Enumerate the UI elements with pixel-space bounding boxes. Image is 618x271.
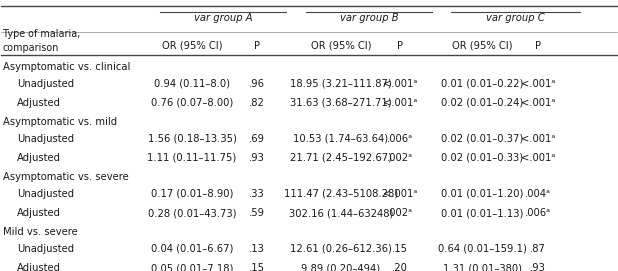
Text: <.001ᵃ: <.001ᵃ: [521, 153, 555, 163]
Text: .006ᵃ: .006ᵃ: [387, 134, 413, 144]
Text: 0.01 (0.01–0.22): 0.01 (0.01–0.22): [441, 79, 523, 89]
Text: 0.04 (0.01–6.67): 0.04 (0.01–6.67): [151, 244, 234, 254]
Text: <.001ᵃ: <.001ᵃ: [383, 98, 417, 108]
Text: 0.94 (0.11–8.0): 0.94 (0.11–8.0): [154, 79, 230, 89]
Text: 0.28 (0.01–43.73): 0.28 (0.01–43.73): [148, 208, 236, 218]
Text: OR (95% CI): OR (95% CI): [311, 41, 371, 51]
Text: .20: .20: [392, 263, 408, 271]
Text: .93: .93: [249, 153, 265, 163]
Text: 12.61 (0.26–612.36): 12.61 (0.26–612.36): [290, 244, 392, 254]
Text: 31.63 (3.68–271.71): 31.63 (3.68–271.71): [290, 98, 392, 108]
Text: <.001ᵃ: <.001ᵃ: [521, 79, 555, 89]
Text: 1.31 (0.01–380): 1.31 (0.01–380): [443, 263, 522, 271]
Text: Type of malaria,
comparison: Type of malaria, comparison: [2, 30, 80, 53]
Text: .93: .93: [530, 263, 546, 271]
Text: <.001ᵃ: <.001ᵃ: [383, 79, 417, 89]
Text: 0.64 (0.01–159.1): 0.64 (0.01–159.1): [438, 244, 527, 254]
Text: Asymptomatic vs. mild: Asymptomatic vs. mild: [2, 117, 117, 127]
Text: Adjusted: Adjusted: [17, 208, 61, 218]
Text: Adjusted: Adjusted: [17, 98, 61, 108]
Text: .33: .33: [249, 189, 265, 199]
Text: .87: .87: [530, 244, 546, 254]
Text: 1.11 (0.11–11.75): 1.11 (0.11–11.75): [148, 153, 237, 163]
Text: 111.47 (2.43–5108.28): 111.47 (2.43–5108.28): [284, 189, 398, 199]
Text: 18.95 (3.21–111.87): 18.95 (3.21–111.87): [290, 79, 392, 89]
Text: var group C: var group C: [486, 13, 544, 23]
Text: OR (95% CI): OR (95% CI): [162, 41, 222, 51]
Text: 0.02 (0.01–0.37): 0.02 (0.01–0.37): [441, 134, 523, 144]
Text: OR (95% CI): OR (95% CI): [452, 41, 513, 51]
Text: 21.71 (2.45–192.67): 21.71 (2.45–192.67): [290, 153, 392, 163]
Text: 1.56 (0.18–13.35): 1.56 (0.18–13.35): [148, 134, 237, 144]
Text: Unadjusted: Unadjusted: [17, 79, 74, 89]
Text: <.001ᵃ: <.001ᵃ: [521, 134, 555, 144]
Text: .15: .15: [392, 244, 408, 254]
Text: Unadjusted: Unadjusted: [17, 189, 74, 199]
Text: .15: .15: [248, 263, 265, 271]
Text: 0.76 (0.07–8.00): 0.76 (0.07–8.00): [151, 98, 233, 108]
Text: 0.05 (0.01–7.18): 0.05 (0.01–7.18): [151, 263, 234, 271]
Text: 0.02 (0.01–0.24): 0.02 (0.01–0.24): [441, 98, 523, 108]
Text: Unadjusted: Unadjusted: [17, 134, 74, 144]
Text: <.001ᵃ: <.001ᵃ: [383, 189, 417, 199]
Text: 0.02 (0.01–0.33): 0.02 (0.01–0.33): [441, 153, 523, 163]
Text: Adjusted: Adjusted: [17, 153, 61, 163]
Text: 9.89 (0.20–494): 9.89 (0.20–494): [302, 263, 381, 271]
Text: .59: .59: [248, 208, 265, 218]
Text: Asymptomatic vs. severe: Asymptomatic vs. severe: [2, 172, 129, 182]
Text: P: P: [535, 41, 541, 51]
Text: var group B: var group B: [340, 13, 398, 23]
Text: Adjusted: Adjusted: [17, 263, 61, 271]
Text: .002ᵃ: .002ᵃ: [387, 153, 413, 163]
Text: .004ᵃ: .004ᵃ: [525, 189, 551, 199]
Text: <.001ᵃ: <.001ᵃ: [521, 98, 555, 108]
Text: .96: .96: [248, 79, 265, 89]
Text: P: P: [254, 41, 260, 51]
Text: 0.01 (0.01–1.13): 0.01 (0.01–1.13): [441, 208, 523, 218]
Text: 0.17 (0.01–8.90): 0.17 (0.01–8.90): [151, 189, 234, 199]
Text: 10.53 (1.74–63.64): 10.53 (1.74–63.64): [294, 134, 389, 144]
Text: .006ᵃ: .006ᵃ: [525, 208, 551, 218]
Text: 0.01 (0.01–1.20): 0.01 (0.01–1.20): [441, 189, 523, 199]
Text: P: P: [397, 41, 403, 51]
Text: .13: .13: [249, 244, 265, 254]
Text: .82: .82: [249, 98, 265, 108]
Text: .002ᵃ: .002ᵃ: [387, 208, 413, 218]
Text: Mild vs. severe: Mild vs. severe: [2, 227, 77, 237]
Text: .69: .69: [248, 134, 265, 144]
Text: 302.16 (1.44–63248): 302.16 (1.44–63248): [289, 208, 393, 218]
Text: var group A: var group A: [193, 13, 252, 23]
Text: Asymptomatic vs. clinical: Asymptomatic vs. clinical: [2, 62, 130, 72]
Text: Unadjusted: Unadjusted: [17, 244, 74, 254]
